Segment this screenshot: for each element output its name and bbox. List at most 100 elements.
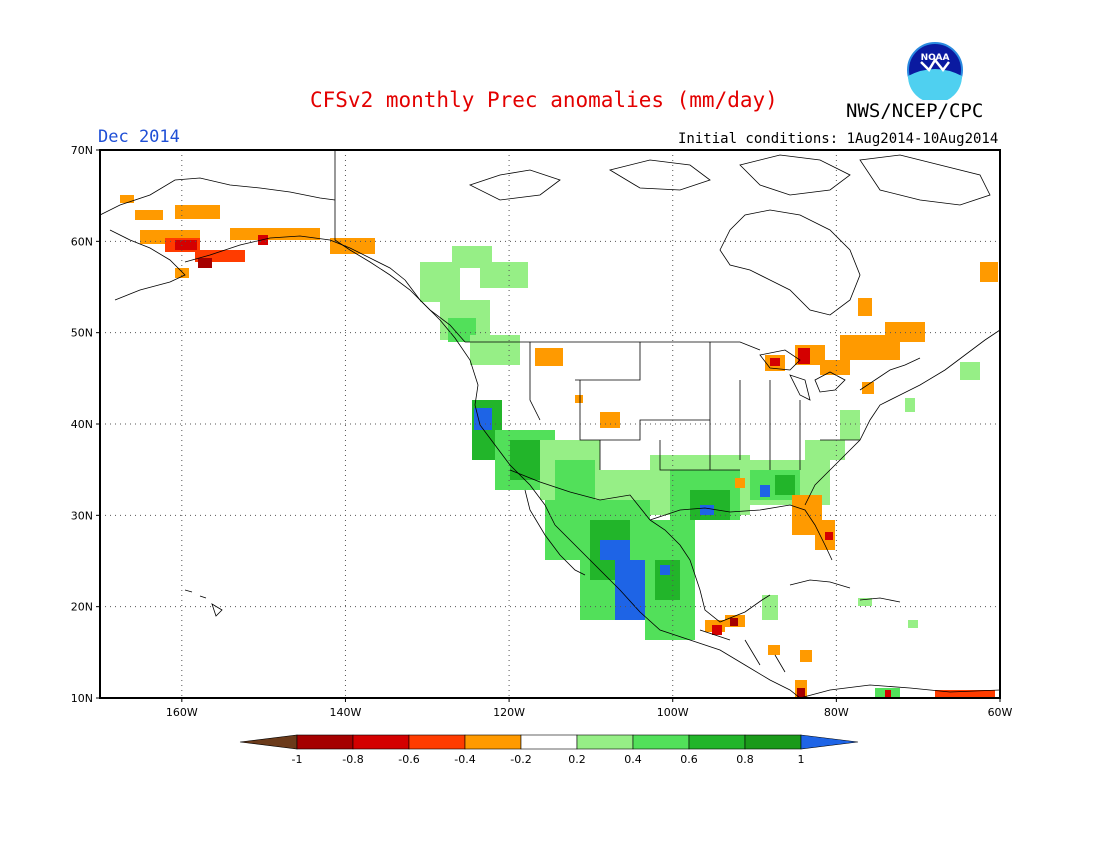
colorbar-label: 0.6 xyxy=(680,753,698,766)
anomaly-cell xyxy=(175,240,197,250)
anomaly-cell xyxy=(862,382,874,394)
lon-tick-label: 100W xyxy=(657,706,689,719)
coastline xyxy=(804,329,1001,506)
organization-label: NWS/NCEP/CPC xyxy=(846,100,984,122)
anomaly-cell xyxy=(535,348,563,366)
colorbar-arrow-high xyxy=(800,734,859,750)
coastline xyxy=(554,524,801,699)
colorbar-arrow-low xyxy=(239,734,298,750)
anomaly-cell xyxy=(905,398,915,412)
colorbar-segment xyxy=(296,734,354,750)
anomaly-cell xyxy=(470,335,520,365)
lat-tick-label: 70N xyxy=(71,144,93,157)
colorbar-segment xyxy=(520,734,578,750)
anomaly-cell xyxy=(175,268,189,278)
logo-text: NOAA xyxy=(921,53,950,63)
coastline xyxy=(789,579,851,589)
coastline xyxy=(184,235,406,281)
lat-tick-label: 20N xyxy=(71,601,93,614)
colorbar-segment xyxy=(688,734,746,750)
lon-tick-label: 80W xyxy=(824,706,849,719)
anomaly-cell xyxy=(575,395,583,403)
anomaly-cell xyxy=(800,650,812,662)
axis-ticks: 70N 60N 50N 40N 30N 20N 10N 160W 140W 120W 100W 80W… xyxy=(71,144,1013,719)
color-legend: -1 -0.8 -0.6 -0.4 -0.2 0.2 0.4 0.6 0.8 1 xyxy=(239,734,859,766)
anomaly-cell xyxy=(480,262,528,288)
lon-tick-label: 160W xyxy=(166,706,198,719)
anomaly-cell xyxy=(760,485,770,497)
anomaly-cell xyxy=(840,410,860,440)
anomaly-cell xyxy=(908,620,918,628)
lon-tick-label: 120W xyxy=(493,706,525,719)
anomaly-cell xyxy=(805,440,845,460)
anomaly-cell xyxy=(700,505,714,515)
coastline xyxy=(468,169,561,201)
coastline xyxy=(739,154,851,196)
coastline xyxy=(649,504,833,561)
anomaly-cell xyxy=(730,618,738,626)
lake-outline xyxy=(789,374,811,401)
colorbar-segment xyxy=(632,734,690,750)
coastline xyxy=(109,229,186,301)
lat-tick-label: 60N xyxy=(71,235,93,248)
anomaly-cell xyxy=(858,298,872,316)
anomaly-cell xyxy=(330,238,375,254)
colorbar-segment xyxy=(408,734,466,750)
lat-tick-label: 40N xyxy=(71,418,93,431)
border-us-mexico xyxy=(509,469,651,521)
anomaly-cell xyxy=(935,690,995,698)
anomaly-cell xyxy=(120,195,134,203)
lake-outline xyxy=(814,371,846,393)
anomaly-cell xyxy=(775,475,795,495)
anomaly-cell xyxy=(600,540,630,560)
lat-tick-label: 30N xyxy=(71,509,93,522)
anomaly-cell xyxy=(797,688,805,698)
coastline xyxy=(859,154,991,206)
anomaly-cell xyxy=(885,690,891,698)
lon-tick-label: 60W xyxy=(988,706,1013,719)
graticule xyxy=(100,150,1000,698)
coastline xyxy=(719,209,861,316)
anomaly-cell xyxy=(230,228,320,240)
colorbar-label: 0.2 xyxy=(568,753,586,766)
coastline xyxy=(608,159,711,191)
anomaly-cell xyxy=(600,412,620,428)
anomaly-cell xyxy=(768,645,780,655)
coastline xyxy=(99,177,336,216)
state-borders xyxy=(529,342,860,471)
initial-conditions-label: Initial conditions: 1Aug2014-10Aug2014 xyxy=(678,131,999,147)
anomaly-cell xyxy=(660,565,670,575)
anomaly-cell xyxy=(735,478,745,488)
chart-title: CFSv2 monthly Prec anomalies (mm/day) xyxy=(310,88,778,112)
anomaly-cell xyxy=(545,500,585,560)
anomaly-cell xyxy=(825,532,833,540)
anomaly-cell xyxy=(858,598,872,606)
anomaly-cell xyxy=(135,210,163,220)
anomaly-cell xyxy=(175,205,220,219)
colorbar-label: 0.8 xyxy=(736,753,754,766)
anomaly-cell xyxy=(198,258,212,268)
coastline xyxy=(184,589,223,617)
lake-outline xyxy=(759,349,801,371)
coastline xyxy=(404,279,556,526)
anomaly-cell xyxy=(798,348,810,364)
border-us-canada-east xyxy=(859,357,921,391)
coastline xyxy=(799,684,1001,699)
anomaly-cell xyxy=(770,358,780,366)
lat-tick-label: 10N xyxy=(71,692,93,705)
noaa-logo: NOAA xyxy=(895,40,975,104)
lon-tick-label: 140W xyxy=(330,706,362,719)
colorbar-label: 0.4 xyxy=(624,753,642,766)
coastline xyxy=(649,519,771,623)
colorbar-segment xyxy=(464,734,522,750)
anomaly-cell xyxy=(712,625,722,635)
coastline xyxy=(524,489,586,576)
coastlines xyxy=(99,154,1001,699)
anomaly-cell xyxy=(980,262,998,282)
border-alaska-canada xyxy=(334,150,466,343)
colorbar-segment xyxy=(576,734,634,750)
anomaly-cell xyxy=(885,322,925,342)
anomaly-field xyxy=(120,195,998,698)
central-america-borders xyxy=(699,629,786,673)
